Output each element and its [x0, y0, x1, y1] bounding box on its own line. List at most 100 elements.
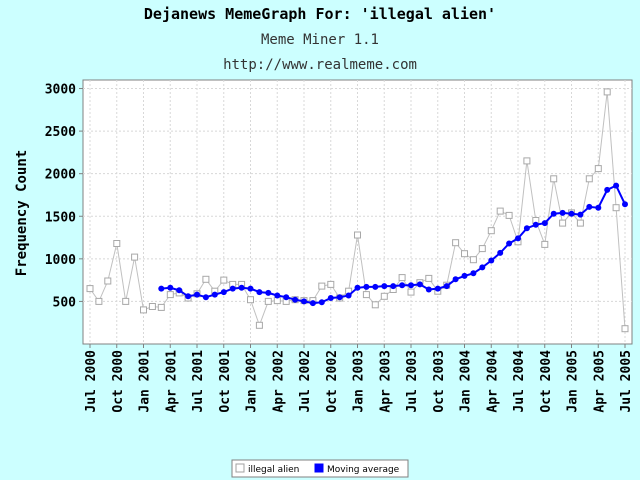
y-tick-label: 3000: [45, 83, 76, 98]
x-tick-label: Jan 2003: [352, 350, 367, 413]
data-point-moving-average: [309, 300, 316, 307]
data-point-moving-average: [220, 289, 227, 296]
data-point-illegal-alien: [621, 325, 629, 333]
data-point-moving-average: [202, 294, 209, 301]
legend-swatch-moving-average: [314, 463, 324, 473]
data-point-illegal-alien: [576, 219, 584, 227]
data-point-moving-average: [532, 221, 539, 228]
data-point-moving-average: [238, 284, 245, 291]
y-tick-label: 1000: [45, 253, 76, 268]
data-point-moving-average: [292, 296, 299, 303]
data-point-moving-average: [211, 291, 218, 298]
y-tick-label: 2500: [45, 125, 76, 140]
data-point-illegal-alien: [202, 275, 210, 283]
data-point-illegal-alien: [354, 231, 361, 239]
data-point-moving-average: [363, 283, 370, 290]
data-point-moving-average: [345, 292, 352, 299]
data-point-illegal-alien: [452, 239, 460, 247]
data-point-moving-average: [443, 283, 450, 290]
data-point-illegal-alien: [362, 291, 370, 299]
data-point-illegal-alien: [487, 227, 495, 235]
data-point-moving-average: [622, 201, 628, 208]
data-point-moving-average: [550, 210, 557, 217]
data-point-moving-average: [452, 276, 459, 283]
x-tick-label: Oct 2003: [432, 350, 447, 413]
x-tick-label: Jul 2005: [619, 350, 634, 413]
data-point-moving-average: [229, 285, 236, 292]
data-point-moving-average: [488, 257, 495, 264]
data-point-moving-average: [372, 283, 379, 290]
data-point-moving-average: [318, 299, 325, 306]
data-point-illegal-alien: [594, 165, 602, 173]
data-point-illegal-alien: [113, 240, 121, 247]
data-point-moving-average: [399, 282, 406, 289]
data-point-moving-average: [327, 295, 334, 301]
x-tick-label: Jul 2000: [84, 350, 99, 413]
data-point-illegal-alien: [220, 276, 228, 284]
data-point-illegal-alien: [157, 303, 165, 311]
data-point-moving-average: [256, 289, 263, 296]
data-point-moving-average: [425, 286, 432, 293]
data-point-illegal-alien: [95, 297, 103, 305]
data-point-moving-average: [185, 293, 192, 300]
chart-url: http://www.realmeme.com: [223, 57, 417, 73]
x-tick-label: Apr 2004: [485, 350, 500, 413]
data-point-illegal-alien: [255, 321, 263, 329]
x-tick-label: Jan 2002: [245, 350, 260, 413]
data-point-illegal-alien: [425, 274, 433, 282]
data-point-illegal-alien: [469, 256, 477, 264]
data-point-illegal-alien: [496, 207, 504, 215]
data-point-moving-average: [479, 264, 486, 271]
data-point-moving-average: [470, 270, 477, 277]
data-point-moving-average: [523, 225, 530, 232]
series-layer: [86, 88, 629, 333]
legend-label-raw: illegal alien: [248, 465, 299, 475]
data-point-moving-average: [274, 292, 281, 299]
data-point-illegal-alien: [148, 303, 156, 310]
x-tick-label: Oct 2000: [111, 350, 126, 413]
data-point-moving-average: [247, 285, 254, 292]
data-point-illegal-alien: [523, 157, 531, 165]
data-point-moving-average: [613, 182, 620, 189]
data-point-illegal-alien: [407, 288, 415, 296]
x-tick-label: Oct 2001: [218, 350, 233, 413]
data-point-moving-average: [568, 210, 575, 217]
x-tick-label: Apr 2001: [164, 350, 179, 413]
x-tick-label: Jul 2004: [512, 350, 527, 413]
data-point-illegal-alien: [559, 219, 567, 227]
data-point-moving-average: [390, 283, 397, 290]
y-tick-label: 2000: [45, 168, 76, 183]
data-point-illegal-alien: [247, 296, 254, 304]
y-axis: 500 1000 1500 2000 2500 3000: [45, 83, 83, 310]
data-point-illegal-alien: [104, 277, 112, 285]
x-tick-label: Jul 2003: [405, 350, 420, 413]
data-point-illegal-alien: [612, 204, 620, 212]
x-axis: Jul 2000 Oct 2000 Jan 2001 Apr 2001 Jul 2001…: [84, 344, 634, 413]
data-point-moving-average: [194, 291, 200, 298]
x-tick-label: Jan 2005: [566, 350, 581, 413]
x-tick-label: Oct 2002: [325, 350, 340, 413]
data-point-illegal-alien: [327, 280, 335, 288]
data-point-moving-average: [354, 284, 361, 291]
data-point-illegal-alien: [603, 88, 611, 96]
data-point-illegal-alien: [318, 282, 326, 290]
x-tick-label: Jan 2001: [138, 350, 153, 413]
data-point-illegal-alien: [371, 301, 379, 309]
y-tick-label: 500: [53, 295, 77, 310]
y-axis-label: Frequency Count: [14, 150, 30, 276]
chart-title: Dejanews MemeGraph For: 'illegal alien': [144, 5, 496, 23]
data-point-illegal-alien: [264, 297, 272, 305]
data-point-illegal-alien: [122, 297, 130, 305]
data-point-moving-average: [176, 287, 183, 294]
data-point-moving-average: [167, 284, 174, 291]
data-point-moving-average: [497, 249, 504, 256]
x-tick-label: Apr 2003: [378, 350, 393, 413]
data-point-moving-average: [461, 272, 468, 279]
x-tick-label: Apr 2002: [271, 350, 286, 413]
data-point-illegal-alien: [550, 175, 558, 183]
data-point-moving-average: [595, 204, 602, 211]
x-tick-label: Apr 2005: [592, 350, 607, 413]
data-point-illegal-alien: [398, 274, 406, 282]
data-point-illegal-alien: [541, 240, 549, 248]
